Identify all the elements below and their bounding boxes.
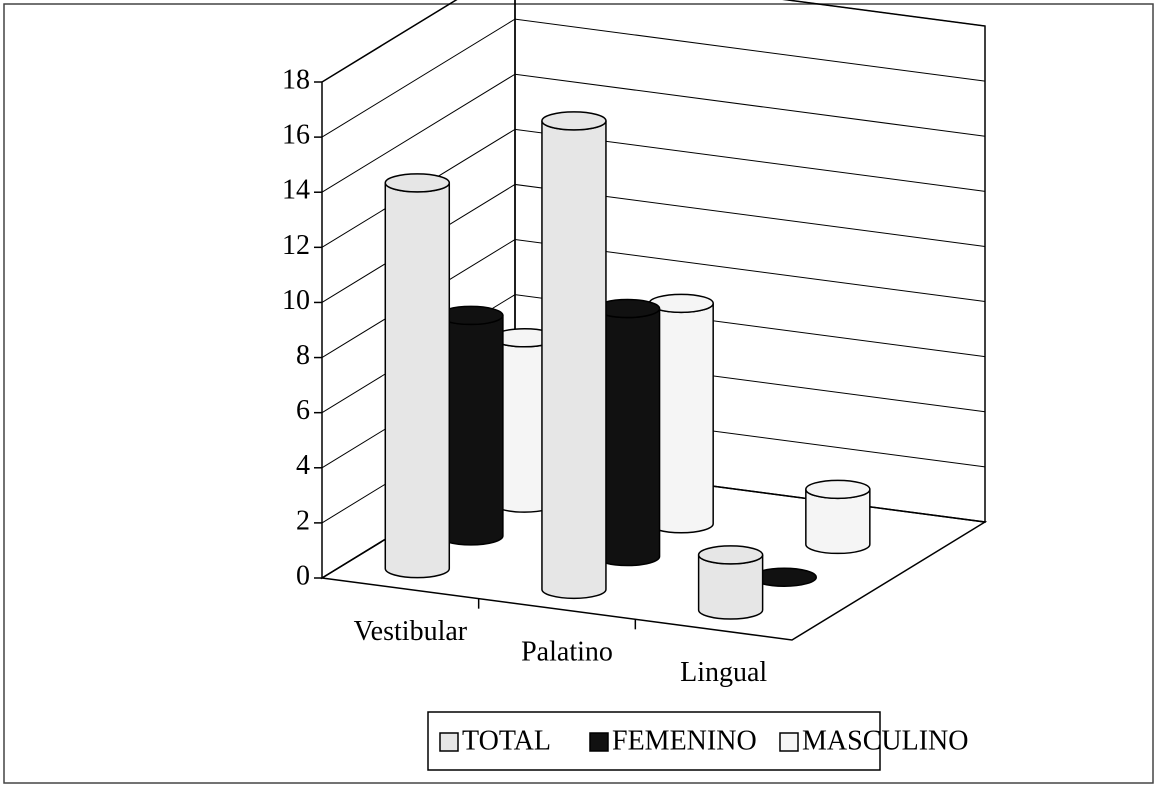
x-tick-label: Vestibular	[354, 616, 468, 647]
y-tick-label: 0	[296, 560, 310, 591]
legend-swatch	[779, 732, 799, 752]
bar	[648, 293, 714, 534]
x-tick-label: Lingual	[680, 657, 767, 688]
y-tick-label: 16	[282, 120, 310, 151]
bar	[697, 545, 764, 620]
legend-label: FEMENINO	[612, 725, 757, 756]
y-tick-label: 14	[282, 175, 310, 206]
bar	[384, 173, 451, 579]
bar	[541, 111, 607, 600]
bar	[805, 479, 871, 555]
legend-label: MASCULINO	[802, 725, 968, 756]
legend-swatch	[439, 732, 459, 752]
bar	[438, 305, 504, 546]
bar-top	[697, 545, 764, 565]
y-tick-label: 18	[282, 64, 310, 95]
bar-body	[384, 182, 451, 579]
y-tick-label: 8	[296, 340, 310, 371]
y-tick-label: 10	[282, 285, 310, 316]
frame	[3, 3, 1154, 784]
legend-swatch	[589, 732, 609, 752]
bar	[491, 328, 558, 513]
grid-line	[321, 18, 986, 138]
bar-top	[805, 479, 871, 500]
grid-line	[321, 0, 986, 83]
legend: TOTAL FEMENINO MASCULINO	[427, 711, 968, 771]
bar-top	[541, 111, 607, 131]
bar	[594, 298, 661, 567]
legend-box	[427, 711, 881, 771]
y-tick-label: 6	[296, 395, 310, 426]
legend-label: TOTAL	[462, 725, 551, 756]
bar-body	[541, 120, 607, 600]
y-tick-label: 2	[296, 505, 310, 536]
grid-line	[321, 73, 986, 193]
y-tick-label: 4	[296, 450, 310, 481]
y-tick-label: 12	[282, 230, 310, 261]
x-tick-label: Palatino	[521, 636, 613, 667]
bar-top	[384, 173, 451, 193]
